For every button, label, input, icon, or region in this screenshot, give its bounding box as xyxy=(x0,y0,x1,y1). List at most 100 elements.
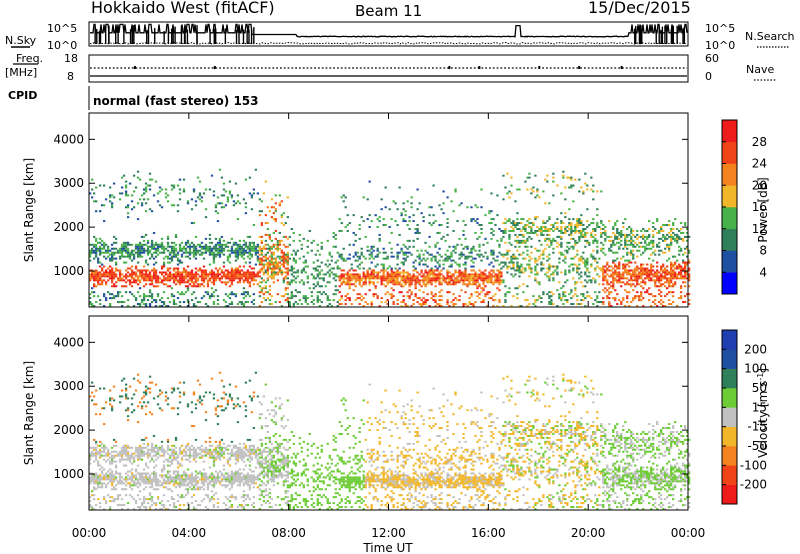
power-cell xyxy=(476,237,479,240)
power-cell xyxy=(386,303,389,306)
power-cell xyxy=(89,293,92,296)
power-cell xyxy=(288,301,291,304)
power-cell xyxy=(356,273,359,276)
power-cell xyxy=(362,273,365,276)
power-cell xyxy=(396,277,399,280)
power-cell xyxy=(606,273,609,276)
power-cell xyxy=(228,261,232,264)
power-cell xyxy=(220,235,224,238)
power-cell xyxy=(562,253,565,256)
power-cell xyxy=(284,222,287,225)
velocity-cell xyxy=(96,478,100,481)
power-cell xyxy=(214,245,218,248)
power-cell xyxy=(664,269,667,272)
power-cell xyxy=(462,275,465,278)
power-cell xyxy=(530,271,533,274)
velocity-cell xyxy=(116,504,120,507)
velocity-cell xyxy=(92,488,96,491)
power-cell xyxy=(122,301,126,304)
power-cell xyxy=(682,277,685,280)
power-cell xyxy=(578,222,581,225)
power-cell xyxy=(376,295,379,298)
power-cell xyxy=(684,277,687,280)
velocity-cell xyxy=(110,460,114,463)
power-cell xyxy=(344,277,347,280)
power-cell xyxy=(338,218,341,221)
power-cell xyxy=(238,279,242,282)
power-cell xyxy=(490,228,493,230)
power-cell xyxy=(220,251,224,254)
power-cell xyxy=(456,277,459,280)
velocity-cell xyxy=(94,482,98,485)
power-cell xyxy=(620,303,623,306)
power-cell xyxy=(420,271,423,274)
power-cell xyxy=(560,222,563,225)
power-cell xyxy=(234,271,238,274)
power-cell xyxy=(446,257,449,260)
power-cell xyxy=(590,279,593,282)
power-cell xyxy=(674,281,677,284)
power-cell xyxy=(278,265,281,268)
power-cell xyxy=(166,241,170,244)
power-cell xyxy=(628,259,631,262)
power-cell xyxy=(666,269,669,272)
noise-left-top-tick: 10^5 xyxy=(47,22,77,35)
velocity-cell xyxy=(94,472,98,475)
power-cell xyxy=(526,263,529,266)
velocity-cell xyxy=(92,482,96,485)
power-cell xyxy=(584,285,587,288)
power-cell xyxy=(248,285,252,288)
power-cell xyxy=(146,275,150,278)
power-cell xyxy=(110,251,114,254)
power-cell xyxy=(180,241,184,244)
power-cell xyxy=(392,273,395,276)
power-cell xyxy=(468,281,471,284)
power-cell xyxy=(588,271,591,274)
velocity-cell xyxy=(110,472,114,475)
power-cell xyxy=(432,275,435,278)
power-cell xyxy=(204,269,208,272)
power-cell xyxy=(268,259,271,262)
velocity-cell xyxy=(134,500,138,503)
power-cell xyxy=(158,271,162,274)
power-cell xyxy=(342,275,345,278)
power-cell xyxy=(202,279,206,282)
power-cell xyxy=(294,261,297,264)
power-cell xyxy=(268,255,271,258)
power-cell xyxy=(406,277,409,280)
power-cell xyxy=(376,281,379,284)
power-cell xyxy=(594,269,597,272)
power-cell xyxy=(166,285,170,288)
power-cell xyxy=(668,247,671,250)
power-cell xyxy=(580,214,583,217)
power-cell xyxy=(422,216,425,219)
power-cell xyxy=(626,228,629,230)
power-cell xyxy=(120,273,124,276)
power-cell xyxy=(648,273,651,276)
power-cell xyxy=(546,255,549,258)
power-cell xyxy=(420,269,423,272)
power-cell xyxy=(576,220,579,223)
power-cell xyxy=(624,271,627,274)
power-cell xyxy=(178,178,182,181)
velocity-cell xyxy=(140,405,144,408)
power-cell xyxy=(440,273,443,276)
power-cell xyxy=(484,237,487,240)
power-cell xyxy=(162,247,166,250)
power-cell xyxy=(192,275,196,278)
power-cell xyxy=(442,275,445,278)
power-cell xyxy=(676,241,679,244)
power-cell xyxy=(628,265,631,268)
power-cell xyxy=(270,253,273,256)
power-cell xyxy=(114,273,118,276)
power-cell xyxy=(586,208,589,211)
power-cell xyxy=(260,257,264,260)
power-cell xyxy=(186,305,190,307)
power-cell xyxy=(532,224,535,227)
power-cell xyxy=(312,283,315,286)
power-cell xyxy=(126,305,130,307)
power-cell xyxy=(110,279,114,282)
power-cell xyxy=(584,265,587,268)
power-cell xyxy=(670,281,673,284)
power-ytick-label: 4000 xyxy=(53,132,84,146)
